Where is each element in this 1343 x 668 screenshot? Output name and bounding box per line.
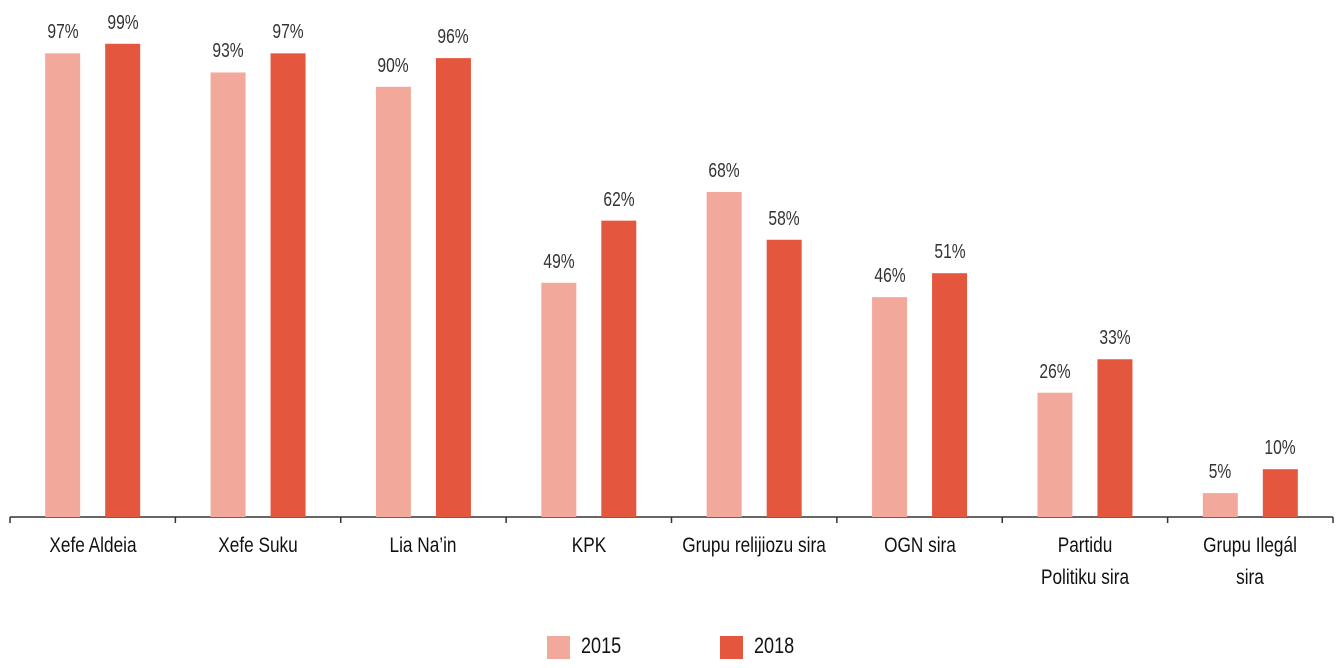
bar xyxy=(270,53,306,518)
bar xyxy=(601,220,637,517)
legend-swatch xyxy=(547,636,570,659)
value-label: 93% xyxy=(212,40,244,63)
x-tick-label: Lia Na’in xyxy=(389,534,457,557)
x-tick-label: Grupu Ilegál sira xyxy=(1203,534,1298,589)
value-label: 51% xyxy=(933,241,966,264)
bar xyxy=(375,86,411,518)
x-tick-label: OGN sira xyxy=(883,534,956,557)
value-label: 62% xyxy=(603,188,635,211)
bar xyxy=(541,282,577,517)
legend-swatch xyxy=(720,636,743,659)
bar xyxy=(105,43,141,517)
value-label: 97% xyxy=(47,21,79,44)
value-label: 10% xyxy=(1264,437,1296,460)
bar xyxy=(872,297,908,517)
value-label: 26% xyxy=(1039,360,1071,383)
value-label: 96% xyxy=(437,26,470,49)
x-tick-label: Partidu Politiku sira xyxy=(1040,534,1129,589)
value-label: 46% xyxy=(873,265,906,288)
bar xyxy=(932,273,968,517)
bar xyxy=(210,72,246,518)
x-tick-label: Grupu relijiozu sira xyxy=(682,534,826,557)
value-label: 58% xyxy=(768,207,800,230)
value-label: 5% xyxy=(1209,461,1232,484)
bar xyxy=(766,239,802,517)
x-tick-label: Xefe Suku xyxy=(218,534,298,557)
legend-label: 2015 xyxy=(581,633,622,658)
value-label: 90% xyxy=(377,54,410,77)
bar xyxy=(1097,359,1133,517)
value-label: 97% xyxy=(272,21,304,44)
bar xyxy=(1262,469,1298,517)
value-label: 99% xyxy=(107,11,139,34)
bar xyxy=(1202,493,1238,517)
bar xyxy=(706,191,742,517)
bar xyxy=(1037,392,1073,517)
x-tick-label: KPK xyxy=(571,534,607,557)
value-label: 49% xyxy=(543,250,575,273)
value-label: 68% xyxy=(708,159,740,182)
x-tick-label: Xefe Aldeia xyxy=(49,534,137,557)
bar xyxy=(435,58,471,518)
legend-label: 2018 xyxy=(754,633,795,658)
bar xyxy=(45,53,81,518)
value-label: 33% xyxy=(1099,327,1131,350)
